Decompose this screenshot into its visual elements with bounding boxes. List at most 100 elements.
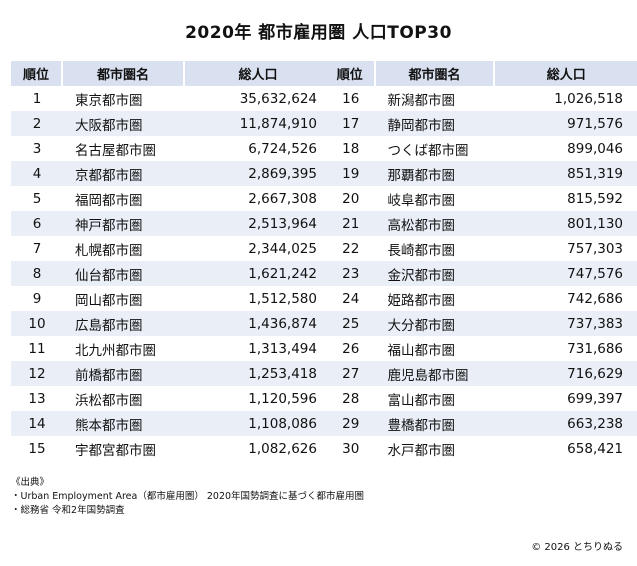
cell-rank: 24 [326, 286, 376, 311]
cell-rank: 13 [11, 386, 63, 411]
cell-rank: 5 [11, 186, 63, 211]
cell-name: 福岡都市圏 [63, 186, 185, 211]
cell-rank: 6 [11, 211, 63, 236]
table-row: 13 浜松都市圏 1,120,596 [11, 386, 331, 411]
cell-population: 716,629 [495, 361, 637, 386]
table-row: 12 前橋都市圏 1,253,418 [11, 361, 331, 386]
cell-name: 高松都市圏 [375, 211, 496, 236]
cell-rank: 17 [326, 111, 376, 136]
cell-rank: 4 [11, 161, 63, 186]
source-notes: 《出典》 ・Urban Employment Area（都市雇用圏） 2020年… [11, 476, 364, 518]
cell-population: 899,046 [495, 136, 637, 161]
cell-name: つくば都市圏 [375, 136, 496, 161]
cell-name: 札幌都市圏 [63, 236, 185, 261]
cell-rank: 22 [326, 236, 376, 261]
cell-name: 神戸都市圏 [63, 211, 185, 236]
cell-name: 仙台都市圏 [63, 261, 185, 286]
cell-name: 東京都市圏 [63, 86, 185, 111]
table-body-right: 16 新潟都市圏 1,026,518 17 静岡都市圏 971,576 18 つくば都市圏 89… [326, 86, 637, 461]
cell-name: 静岡都市圏 [375, 111, 496, 136]
cell-population: 699,397 [495, 386, 637, 411]
header-rank: 順位 [326, 61, 376, 86]
cell-population: 1,108,086 [185, 411, 331, 436]
table-row: 10 広島都市圏 1,436,874 [11, 311, 331, 336]
cell-rank: 14 [11, 411, 63, 436]
cell-name: 北九州都市圏 [63, 336, 185, 361]
cell-name: 大阪都市圏 [63, 111, 185, 136]
cell-population: 742,686 [495, 286, 637, 311]
header-population: 総人口 [495, 61, 637, 86]
cell-population: 801,130 [495, 211, 637, 236]
cell-population: 1,253,418 [185, 361, 331, 386]
cell-population: 2,513,964 [185, 211, 331, 236]
cell-population: 1,436,874 [185, 311, 331, 336]
table-row: 4 京都都市圏 2,869,395 [11, 161, 331, 186]
cell-name: 名古屋都市圏 [63, 136, 185, 161]
cell-name: 熊本都市圏 [63, 411, 185, 436]
cell-name: 岡山都市圏 [63, 286, 185, 311]
cell-name: 岐阜都市圏 [375, 186, 496, 211]
cell-rank: 27 [326, 361, 376, 386]
cell-rank: 21 [326, 211, 376, 236]
table-row: 26 福山都市圏 731,686 [326, 336, 637, 361]
table-row: 6 神戸都市圏 2,513,964 [11, 211, 331, 236]
cell-rank: 11 [11, 336, 63, 361]
cell-name: 京都都市圏 [63, 161, 185, 186]
cell-population: 1,621,242 [185, 261, 331, 286]
cell-name: 浜松都市圏 [63, 386, 185, 411]
table-row: 25 大分都市圏 737,383 [326, 311, 637, 336]
cell-name: 那覇都市圏 [375, 161, 496, 186]
table-row: 1 東京都市圏 35,632,624 [11, 86, 331, 111]
cell-name: 福山都市圏 [375, 336, 496, 361]
table-row: 5 福岡都市圏 2,667,308 [11, 186, 331, 211]
cell-population: 1,120,596 [185, 386, 331, 411]
cell-rank: 15 [11, 436, 63, 461]
cell-name: 金沢都市圏 [375, 261, 496, 286]
cell-name: 新潟都市圏 [375, 86, 496, 111]
table-row: 14 熊本都市圏 1,108,086 [11, 411, 331, 436]
table-row: 16 新潟都市圏 1,026,518 [326, 86, 637, 111]
copyright-text: © 2026 とちりぬる [531, 542, 623, 553]
cell-population: 1,512,580 [185, 286, 331, 311]
cell-rank: 18 [326, 136, 376, 161]
cell-population: 731,686 [495, 336, 637, 361]
cell-rank: 20 [326, 186, 376, 211]
header-rank: 順位 [11, 61, 63, 86]
header-population: 総人口 [185, 61, 331, 86]
cell-name: 長崎都市圏 [375, 236, 496, 261]
cell-population: 1,313,494 [185, 336, 331, 361]
cell-rank: 8 [11, 261, 63, 286]
table-header-row: 順位 都市圏名 総人口 [11, 61, 331, 86]
cell-name: 大分都市圏 [375, 311, 496, 336]
cell-rank: 28 [326, 386, 376, 411]
cell-population: 737,383 [495, 311, 637, 336]
page-title: 2020年 都市雇用圏 人口TOP30 [185, 23, 452, 43]
cell-name: 豊橋都市圏 [375, 411, 496, 436]
cell-rank: 25 [326, 311, 376, 336]
table-row: 20 岐阜都市圏 815,592 [326, 186, 637, 211]
cell-rank: 12 [11, 361, 63, 386]
table-row: 22 長崎都市圏 757,303 [326, 236, 637, 261]
table-row: 30 水戸都市圏 658,421 [326, 436, 637, 461]
source-line-1: ・Urban Employment Area（都市雇用圏） 2020年国勢調査に… [11, 491, 365, 502]
cell-population: 2,869,395 [185, 161, 331, 186]
cell-population: 747,576 [495, 261, 637, 286]
table-row: 28 富山都市圏 699,397 [326, 386, 637, 411]
table-row: 18 つくば都市圏 899,046 [326, 136, 637, 161]
ranking-table-right: 順位 都市圏名 総人口 16 新潟都市圏 1,026,518 17 静岡都市圏 971,5… [326, 61, 637, 461]
cell-population: 11,874,910 [185, 111, 331, 136]
cell-population: 1,026,518 [495, 86, 637, 111]
header-name: 都市圏名 [63, 61, 185, 86]
source-line-2: ・総務省 令和2年国勢調査 [11, 505, 125, 516]
cell-population: 1,082,626 [185, 436, 331, 461]
table-header-row: 順位 都市圏名 総人口 [326, 61, 637, 86]
cell-rank: 3 [11, 136, 63, 161]
table-row: 27 鹿児島都市圏 716,629 [326, 361, 637, 386]
table-row: 7 札幌都市圏 2,344,025 [11, 236, 331, 261]
cell-rank: 9 [11, 286, 63, 311]
cell-name: 鹿児島都市圏 [375, 361, 496, 386]
cell-population: 851,319 [495, 161, 637, 186]
cell-rank: 7 [11, 236, 63, 261]
cell-population: 663,238 [495, 411, 637, 436]
cell-rank: 16 [326, 86, 376, 111]
